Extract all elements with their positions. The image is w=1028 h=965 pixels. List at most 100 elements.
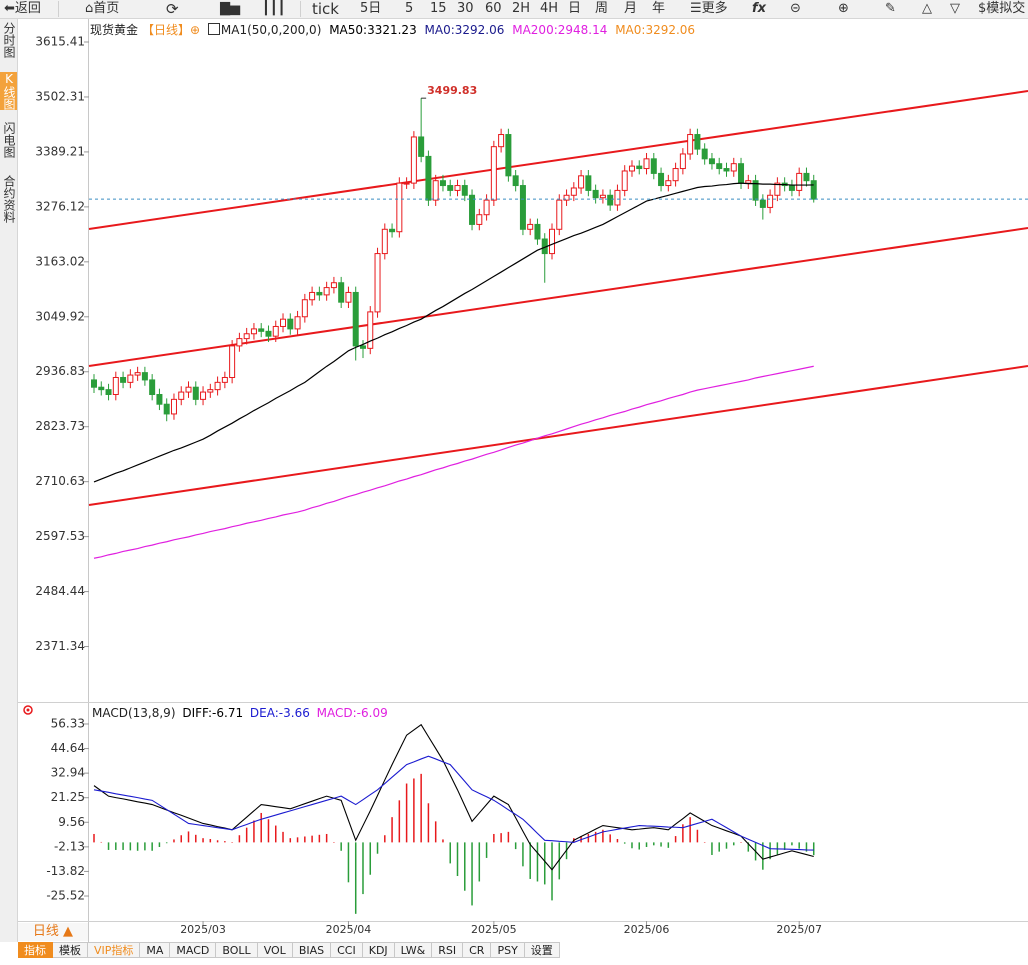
bottom-tab[interactable]: CCI [331,942,363,958]
macd-bar [464,842,466,891]
macd-bar [165,842,168,844]
period-button[interactable]: 15 [430,1,447,16]
period-button[interactable]: 年 [652,1,666,16]
candle-type-button[interactable]: ┃┃┃ [262,1,286,16]
macd-bar [623,842,626,844]
draw-button[interactable]: ✎ [885,1,896,16]
macd-bar [318,834,321,843]
macd-bar [158,842,161,848]
macd-bar [296,837,299,843]
macd-bar [500,833,502,843]
macd-bar [616,839,619,843]
add-icon[interactable]: ⊕ [190,23,201,37]
ma-line [93,182,814,483]
candle-body [643,158,650,170]
bottom-tab[interactable]: BIAS [292,942,332,958]
bottom-tab[interactable]: MACD [170,942,217,958]
chart-type-button[interactable]: ▇▅ [220,1,240,16]
period-button[interactable]: 月 [624,1,638,16]
legend-entry: MA0:3292.06 [615,23,696,37]
y-tick-label: 44.64 [51,741,85,755]
bottom-tab[interactable]: MA [140,942,171,958]
period-button[interactable]: 周 [595,1,609,16]
bottom-tab[interactable]: 设置 [524,942,560,958]
macd-bar [333,842,335,843]
y-tick-label: 9.56 [58,815,85,829]
period-button[interactable]: 5日 [360,1,382,16]
candle-body [745,180,752,184]
macd-bar [129,842,132,851]
macd-bar [493,833,495,843]
macd-bar [384,835,386,843]
period-button[interactable]: 4H [540,1,559,16]
candle-body [330,282,337,289]
macd-bar [536,842,539,882]
period-button[interactable]: 30 [457,1,474,16]
candle-body [403,182,410,185]
x-tick-label: 2025/05 [471,923,517,936]
back-button[interactable]: ⬅返回 [4,1,41,16]
period-button[interactable]: 日线 ▲ [18,923,88,941]
macd-bar [602,829,604,843]
bottom-tab[interactable]: BOLL [216,942,258,958]
side-tab[interactable]: 分时图 [2,22,16,58]
candle-body [91,379,97,388]
candle-body [425,155,432,201]
refresh-button[interactable]: ⟳ [166,0,179,18]
candle-body [658,172,665,187]
macd-bar [703,842,706,843]
home-button[interactable]: ⌂首页 [85,1,120,16]
period-button[interactable]: 2H [512,1,531,16]
macd-bar [144,842,146,851]
candle-body [701,148,708,160]
macd-bar [224,841,226,843]
side-tab[interactable]: 闪电图 [2,122,16,158]
indicator-icon[interactable] [207,23,220,35]
formula-button[interactable]: fx [752,1,767,16]
simulate-button[interactable]: $模拟交 [978,1,1026,16]
bottom-tab[interactable]: 模板 [53,942,88,958]
bottom-tab[interactable]: LW& [394,942,433,958]
candle-body [200,391,207,400]
candle-body [469,194,476,225]
ma-line [93,755,814,851]
macd-bar [456,842,459,877]
macd-bar [507,831,510,843]
period-button[interactable]: 5 [405,1,414,16]
zoom-in-button[interactable]: ⊕ [838,1,849,16]
side-tab[interactable]: 合约资料 [2,175,16,223]
macd-bar [638,842,640,850]
x-tick-label: 2025/06 [624,923,670,936]
period-button[interactable]: 日 [568,1,582,16]
candle-body [672,168,679,182]
macd-bar [100,841,103,843]
trend-lines [88,90,1028,506]
peak-label: 3499.83 [427,84,477,97]
up-button[interactable]: △ [922,1,932,16]
macd-bar [420,773,422,843]
macd-bar [122,842,124,850]
candle-body [621,170,628,191]
macd-gear[interactable] [23,705,33,715]
bottom-tab[interactable]: KDJ [362,942,395,958]
side-tab-active[interactable]: K线图 [0,72,17,110]
macd-bar [413,778,415,843]
candle-body [519,185,526,230]
bottom-tab[interactable]: 指标 [18,942,53,958]
legend-entry: DIFF:-6.71 [182,706,244,720]
x-tick-label: 2025/07 [776,923,822,936]
bottom-tab[interactable]: CR [463,942,492,958]
candle-body [410,136,417,184]
bottom-tab[interactable]: VOL [257,942,293,958]
more-button[interactable]: ☰更多 [690,1,728,16]
bottom-tab[interactable]: VIP指标 [88,942,141,958]
down-button[interactable]: ▽ [950,1,960,16]
tick-button[interactable]: tick [312,0,339,18]
macd-bar [267,819,270,843]
zoom-out-button[interactable]: ⊝ [790,1,801,16]
bottom-tab[interactable]: PSY [491,942,525,958]
bottom-tab[interactable]: RSI [432,942,464,958]
period-button[interactable]: 60 [485,1,502,16]
x-tick-label: 2025/04 [326,923,372,936]
